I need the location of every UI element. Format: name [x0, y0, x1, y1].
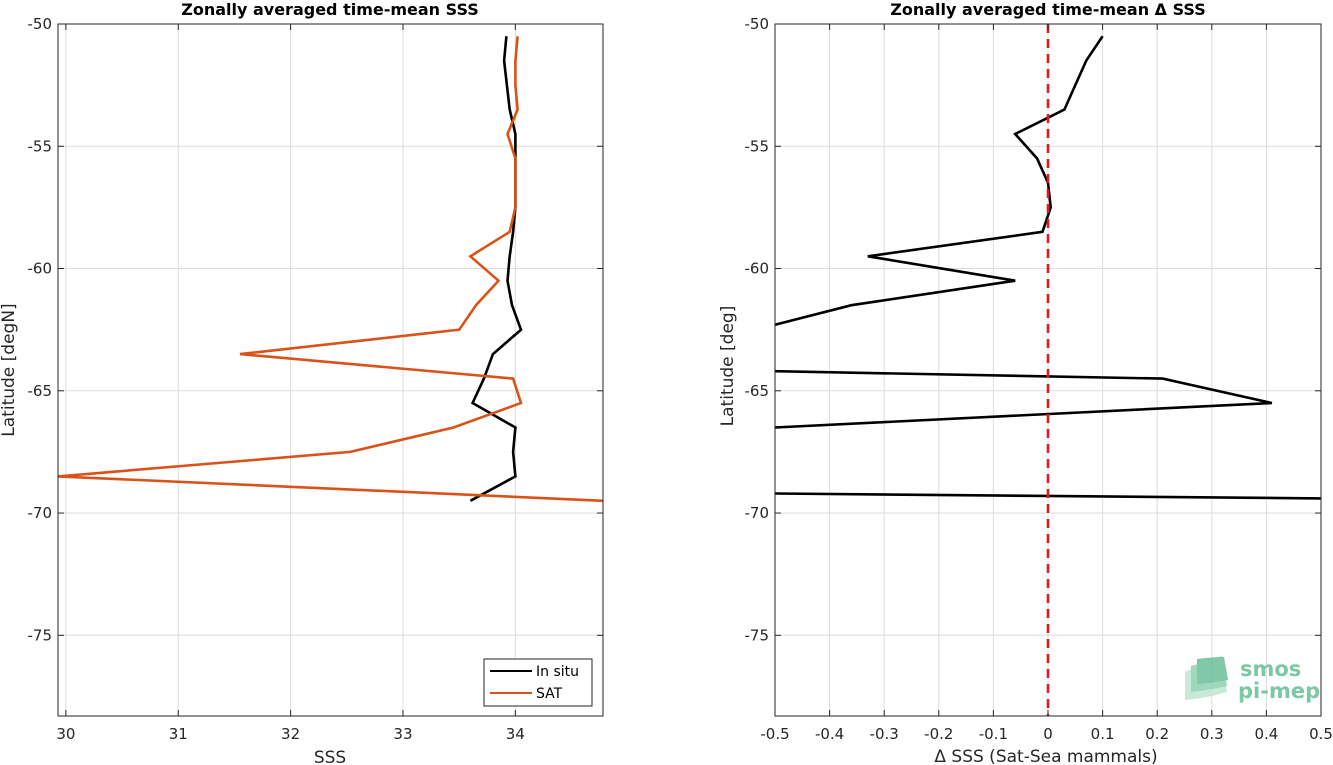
x-axis-label: Δ SSS (Sat-Sea mammals): [934, 747, 1157, 765]
x-tick-label: -0.5: [760, 725, 789, 743]
x-tick-label: 0.1: [1091, 725, 1115, 743]
x-tick-label: 0.4: [1254, 725, 1278, 743]
y-tick-label: -55: [28, 137, 53, 155]
y-tick-label: -70: [745, 504, 770, 522]
logo-text-pi-mep: pi-mep: [1238, 679, 1320, 703]
y-tick-label: -50: [745, 15, 770, 33]
chart-title: Zonally averaged time-mean Δ SSS: [890, 0, 1206, 19]
y-tick-label: -60: [745, 260, 770, 278]
wave-icon: [1185, 656, 1228, 700]
series-line-2: [774, 369, 1273, 429]
axes-background: [58, 24, 603, 716]
x-tick-label: -0.3: [870, 725, 899, 743]
smos-pi-mep-logo: smos pi-mep: [1185, 656, 1320, 703]
x-tick-label: 0.2: [1145, 725, 1169, 743]
x-tick-label: -0.2: [924, 725, 953, 743]
x-tick-label: 0: [1043, 725, 1053, 743]
y-axis-label: Latitude [deg]: [718, 306, 738, 427]
x-tick-label: -0.4: [815, 725, 844, 743]
logo-text-smos: smos: [1240, 657, 1301, 681]
y-tick-label: -75: [28, 626, 53, 644]
chart-title: Zonally averaged time-mean SSS: [181, 0, 479, 19]
tick-labels: 30 31 32 33 34 -50 -55 -60 -65 -70 -75: [28, 15, 603, 743]
y-tick-label: -65: [28, 382, 53, 400]
legend-label-sat: SAT: [536, 686, 563, 702]
y-tick-label: -70: [28, 504, 53, 522]
x-tick-label: 0.5: [1309, 725, 1333, 743]
series-group: [57, 36, 604, 503]
y-tick-label: -55: [745, 137, 770, 155]
x-tick-label: 34: [506, 725, 525, 743]
axes-frame: [57, 23, 604, 717]
x-tick-label: 32: [281, 725, 300, 743]
x-axis-label: SSS: [314, 748, 346, 765]
legend-box: [483, 658, 593, 707]
panel-right: -0.5 -0.4 -0.3 -0.2 -0.1 0 0.1 0.2 0.3 0.4 0.5 -50 -…: [718, 0, 1333, 765]
y-axis-label: Latitude [degN]: [0, 303, 19, 436]
y-tick-label: -75: [745, 626, 770, 644]
y-tick-label: -60: [28, 260, 53, 278]
legend-label-in-situ: In situ: [536, 664, 579, 680]
x-tick-label: 30: [56, 725, 75, 743]
y-tick-label: -65: [745, 382, 770, 400]
y-tick-label: -50: [28, 15, 53, 33]
tick-labels: -0.5 -0.4 -0.3 -0.2 -0.1 0 0.1 0.2 0.3 0.4 0.5 -50 -…: [745, 15, 1333, 743]
x-tick-label: 0.3: [1200, 725, 1224, 743]
x-tick-label: 31: [169, 725, 188, 743]
legend: In situ SAT: [483, 658, 593, 707]
series-line-in-situ: [469, 36, 523, 502]
series-line-sat: [57, 36, 604, 503]
panel-left: 30 31 32 33 34 -50 -55 -60 -65 -70 -75 Zonally ave…: [0, 0, 604, 765]
x-tick-label: 33: [393, 725, 412, 743]
x-tick-label: -0.1: [979, 725, 1008, 743]
